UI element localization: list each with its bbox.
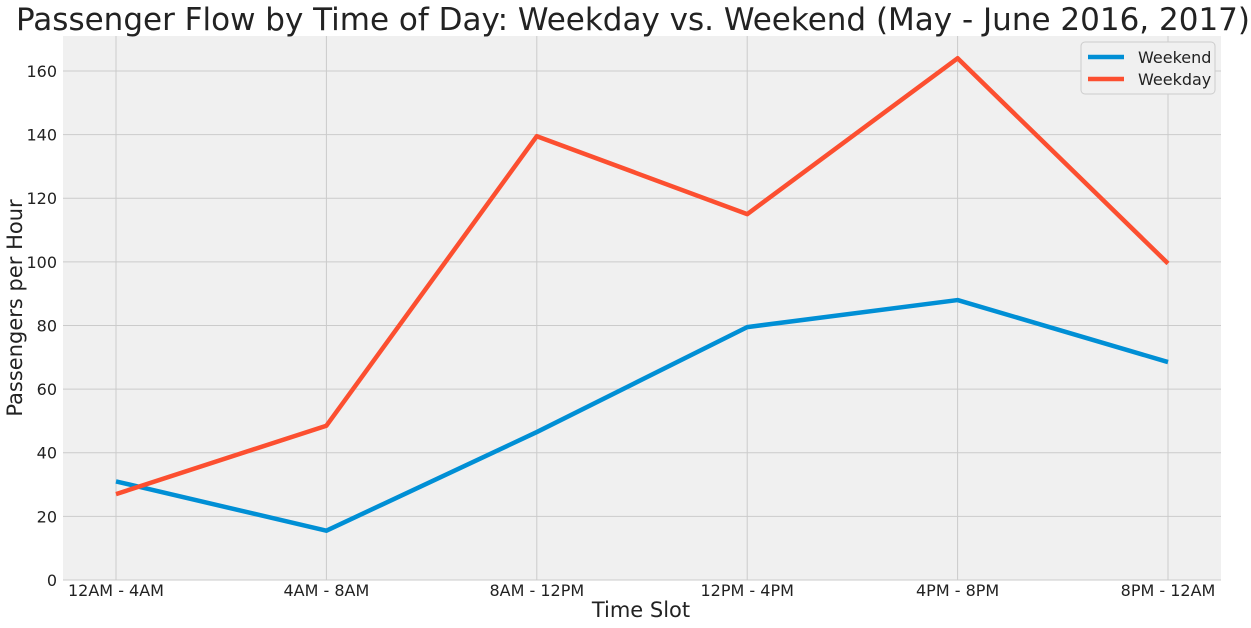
- legend-label: Weekday: [1138, 70, 1211, 89]
- series-line-weekend: [115, 297, 1169, 533]
- legend: Weekend Weekday: [1080, 41, 1216, 95]
- chart-title: Passenger Flow by Time of Day: Weekday v…: [16, 2, 1250, 38]
- y-tick-label: 140: [26, 126, 57, 145]
- y-tick-label: 80: [37, 316, 57, 335]
- y-tick-label: 160: [26, 62, 57, 81]
- x-tick-label: 8PM - 12AM: [1121, 581, 1216, 600]
- y-tick-label: 100: [26, 253, 57, 272]
- x-tick-label: 4AM - 8AM: [283, 581, 369, 600]
- y-tick-label: 0: [47, 571, 57, 590]
- x-tick-label: 8AM - 12PM: [489, 581, 584, 600]
- y-tick-label: 60: [37, 380, 57, 399]
- series-lines: [115, 56, 1170, 533]
- x-tick-label: 12PM - 4PM: [701, 581, 794, 600]
- plot-area: [63, 36, 1221, 580]
- y-tick-label: 40: [37, 444, 57, 463]
- x-tick-label: 12AM - 4AM: [68, 581, 164, 600]
- y-axis-label: Passengers per Hour: [3, 199, 27, 417]
- x-axis-label: Time Slot: [591, 598, 690, 622]
- series-line-weekday: [115, 56, 1170, 497]
- y-tick-label: 20: [37, 507, 57, 526]
- legend-label: Weekend: [1138, 48, 1211, 67]
- x-tick-label: 4PM - 8PM: [916, 581, 999, 600]
- y-tick-label: 120: [26, 189, 57, 208]
- y-tick-labels: 0 20 40 60 80 100 120 140 160: [26, 62, 57, 590]
- grid-lines: [63, 36, 1221, 581]
- x-tick-labels: 12AM - 4AM 4AM - 8AM 8AM - 12PM 12PM - 4PM 4…: [68, 581, 1215, 600]
